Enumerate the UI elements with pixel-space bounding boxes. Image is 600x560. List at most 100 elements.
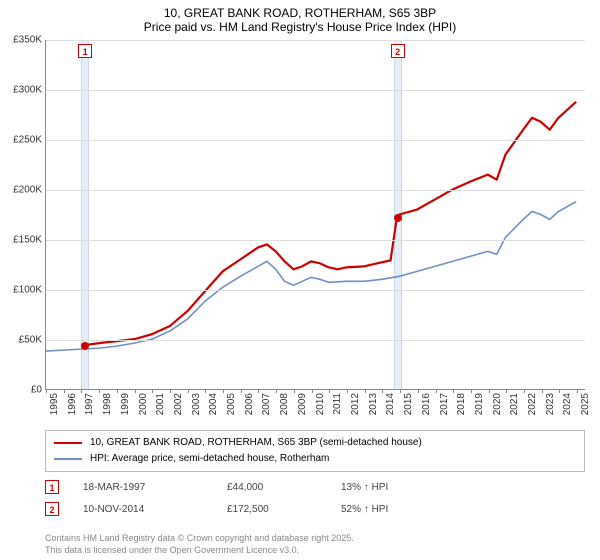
x-axis-label: 2023 [545, 393, 556, 415]
x-tick [258, 389, 259, 393]
x-tick [81, 389, 82, 393]
sale-price: £172,500 [227, 504, 317, 515]
x-tick [188, 389, 189, 393]
gridline [46, 340, 585, 341]
legend-row: 10, GREAT BANK ROAD, ROTHERHAM, S65 3BP … [54, 435, 576, 451]
x-tick [436, 389, 437, 393]
x-axis-label: 2006 [244, 393, 255, 415]
legend-row: HPI: Average price, semi-detached house,… [54, 451, 576, 467]
attribution-line1: Contains HM Land Registry data © Crown c… [45, 532, 585, 544]
x-axis-label: 2015 [403, 393, 414, 415]
sales-row: 2 10-NOV-2014 £172,500 52% ↑ HPI [45, 498, 585, 520]
series-price_paid [85, 102, 576, 345]
legend-label: HPI: Average price, semi-detached house,… [90, 451, 329, 467]
title-line1: 10, GREAT BANK ROAD, ROTHERHAM, S65 3BP [10, 6, 590, 20]
x-axis-label: 2003 [191, 393, 202, 415]
x-tick [365, 389, 366, 393]
gridline [46, 190, 585, 191]
gridline [46, 290, 585, 291]
x-axis-label: 2017 [439, 393, 450, 415]
x-tick [559, 389, 560, 393]
legend-swatch [54, 458, 82, 460]
x-tick [46, 389, 47, 393]
x-axis-label: 2016 [421, 393, 432, 415]
x-axis-label: 2004 [208, 393, 219, 415]
sale-date: 18-MAR-1997 [83, 482, 203, 493]
x-tick [241, 389, 242, 393]
chart-title: 10, GREAT BANK ROAD, ROTHERHAM, S65 3BP … [0, 0, 600, 36]
y-axis-label: £250K [13, 135, 42, 146]
y-axis-label: £50K [19, 335, 42, 346]
y-axis-label: £300K [13, 85, 42, 96]
x-tick [524, 389, 525, 393]
gridline [46, 140, 585, 141]
x-axis-label: 1998 [102, 393, 113, 415]
x-axis-label: 2008 [279, 393, 290, 415]
gridline [46, 40, 585, 41]
sales-table: 1 18-MAR-1997 £44,000 13% ↑ HPI 2 10-NOV-2014… [45, 476, 585, 520]
gridline [46, 90, 585, 91]
sale-dot [394, 214, 402, 222]
x-axis-label: 2021 [509, 393, 520, 415]
x-axis-label: 2001 [155, 393, 166, 415]
x-tick [453, 389, 454, 393]
sale-pct: 52% ↑ HPI [341, 504, 461, 515]
x-axis-label: 2019 [474, 393, 485, 415]
x-axis-label: 1996 [67, 393, 78, 415]
x-axis-label: 2022 [527, 393, 538, 415]
x-tick [170, 389, 171, 393]
x-axis-label: 1995 [49, 393, 60, 415]
x-tick [135, 389, 136, 393]
x-tick [347, 389, 348, 393]
x-axis-label: 2000 [138, 393, 149, 415]
gridline [46, 240, 585, 241]
x-tick [400, 389, 401, 393]
attribution: Contains HM Land Registry data © Crown c… [45, 532, 585, 556]
x-axis-label: 2005 [226, 393, 237, 415]
x-tick [152, 389, 153, 393]
x-axis-label: 2010 [315, 393, 326, 415]
x-tick [117, 389, 118, 393]
y-axis-label: £0 [31, 385, 42, 396]
x-tick [418, 389, 419, 393]
title-line2: Price paid vs. HM Land Registry's House … [10, 20, 590, 34]
x-tick [489, 389, 490, 393]
x-axis-label: 2024 [562, 393, 573, 415]
x-tick [276, 389, 277, 393]
legend-box: 10, GREAT BANK ROAD, ROTHERHAM, S65 3BP … [45, 430, 585, 472]
x-tick [223, 389, 224, 393]
x-tick [99, 389, 100, 393]
x-axis-label: 2025 [580, 393, 591, 415]
series-hpi [46, 202, 576, 352]
sale-flag: 1 [78, 44, 92, 58]
sale-flag-icon: 1 [45, 480, 59, 494]
y-axis-label: £350K [13, 35, 42, 46]
x-tick [577, 389, 578, 393]
y-axis-label: £100K [13, 285, 42, 296]
sale-price: £44,000 [227, 482, 317, 493]
sale-flag: 2 [391, 44, 405, 58]
attribution-line2: This data is licensed under the Open Gov… [45, 544, 585, 556]
x-axis-label: 2009 [297, 393, 308, 415]
x-tick [542, 389, 543, 393]
sale-flag-icon: 2 [45, 502, 59, 516]
x-axis-label: 2007 [261, 393, 272, 415]
x-tick [64, 389, 65, 393]
sale-pct: 13% ↑ HPI [341, 482, 461, 493]
x-tick [471, 389, 472, 393]
x-axis-label: 2020 [492, 393, 503, 415]
sales-row: 1 18-MAR-1997 £44,000 13% ↑ HPI [45, 476, 585, 498]
sale-dot [81, 342, 89, 350]
x-axis-label: 2018 [456, 393, 467, 415]
x-axis-label: 1999 [120, 393, 131, 415]
plot-area: £0£50K£100K£150K£200K£250K£300K£350K1995… [45, 40, 585, 390]
legend-swatch [54, 442, 82, 444]
x-tick [382, 389, 383, 393]
y-axis-label: £150K [13, 235, 42, 246]
legend-label: 10, GREAT BANK ROAD, ROTHERHAM, S65 3BP … [90, 435, 422, 451]
x-tick [205, 389, 206, 393]
x-axis-label: 2012 [350, 393, 361, 415]
x-tick [294, 389, 295, 393]
x-tick [506, 389, 507, 393]
sale-date: 10-NOV-2014 [83, 504, 203, 515]
